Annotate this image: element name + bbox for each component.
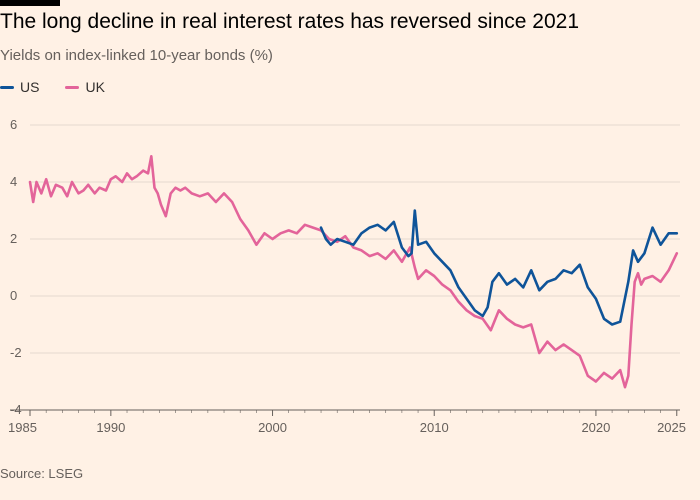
source-note: Source: LSEG: [0, 466, 84, 481]
legend-swatch-uk: [65, 85, 80, 89]
y-tick-label: 0: [10, 288, 17, 303]
legend-label-us: US: [20, 79, 40, 95]
legend-item-uk: UK: [65, 79, 105, 95]
y-tick-label: 2: [10, 231, 17, 246]
x-tick-label: 2010: [420, 420, 449, 435]
y-tick-label: 6: [10, 117, 17, 132]
chart-title: The long decline in real interest rates …: [0, 10, 579, 33]
chart-legend: US UK: [0, 79, 105, 95]
x-tick-label: 2020: [581, 420, 610, 435]
series-line-us: [319, 209, 679, 326]
chart-subtitle: Yields on index-linked 10-year bonds (%): [0, 47, 273, 64]
legend-swatch-us: [0, 85, 14, 89]
x-tick-label: 1985: [8, 420, 37, 435]
x-tick-label: 2025: [657, 420, 686, 435]
legend-item-us: US: [0, 79, 39, 95]
y-tick-label: 4: [10, 174, 17, 189]
y-tick-label: -2: [10, 345, 22, 360]
x-tick-label: 2000: [258, 420, 287, 435]
x-tick-label: 1990: [96, 420, 125, 435]
brand-bar: [0, 0, 60, 6]
legend-label-uk: UK: [85, 79, 105, 95]
